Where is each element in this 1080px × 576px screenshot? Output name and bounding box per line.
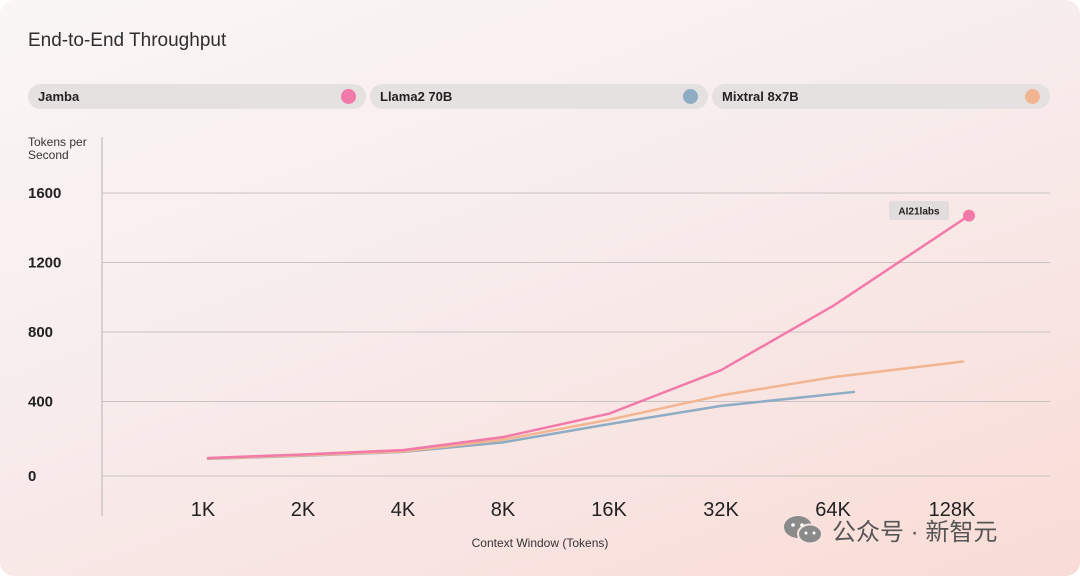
y-tick-label: 800 — [28, 324, 53, 341]
y-tick-label: 1600 — [28, 185, 61, 202]
watermark-text: 公众号 · 新智元 — [832, 519, 998, 546]
y-tick-label: 0 — [28, 468, 36, 485]
annotation-label: AI21labs — [898, 207, 940, 218]
series-end-marker — [963, 209, 975, 222]
series-line-jamba — [206, 214, 971, 460]
x-tick-label: 64K — [815, 499, 851, 521]
legend-item-mixtral-8x7b[interactable]: Mixtral 8x7B — [712, 84, 1050, 109]
series-line-mixtral-8x7b — [206, 360, 965, 460]
x-tick-label: 8K — [491, 499, 516, 521]
legend-swatch-jamba — [341, 89, 356, 104]
x-tick-label: 2K — [291, 499, 316, 521]
y-tick-label: 400 — [28, 394, 53, 411]
x-axis-label: Context Window (Tokens) — [471, 536, 609, 550]
legend-label-jamba: Jamba — [38, 89, 80, 104]
y-axis-label: Tokens per Second — [28, 135, 87, 162]
watermark: 公众号 · 新智元 — [782, 512, 997, 547]
legend-item-llama2-70b[interactable]: Llama2 70B — [370, 84, 708, 109]
legend-label-mixtral-8x7b: Mixtral 8x7B — [722, 89, 799, 104]
chart-title: End-to-End Throughput — [28, 30, 227, 51]
wechat-icon — [784, 515, 823, 544]
y-tick-label: 1200 — [28, 255, 61, 272]
x-tick-label: 128K — [929, 499, 976, 521]
x-tick-label: 16K — [591, 499, 627, 521]
legend-swatch-llama2-70b — [683, 89, 698, 104]
annotation-box — [889, 201, 949, 220]
x-tick-label: 32K — [703, 499, 739, 521]
x-tick-label: 4K — [391, 499, 416, 521]
legend-swatch-mixtral-8x7b — [1025, 89, 1040, 104]
legend-item-jamba[interactable]: Jamba — [28, 84, 366, 109]
legend-label-llama2-70b: Llama2 70B — [380, 89, 453, 104]
x-tick-label: 1K — [191, 499, 216, 521]
